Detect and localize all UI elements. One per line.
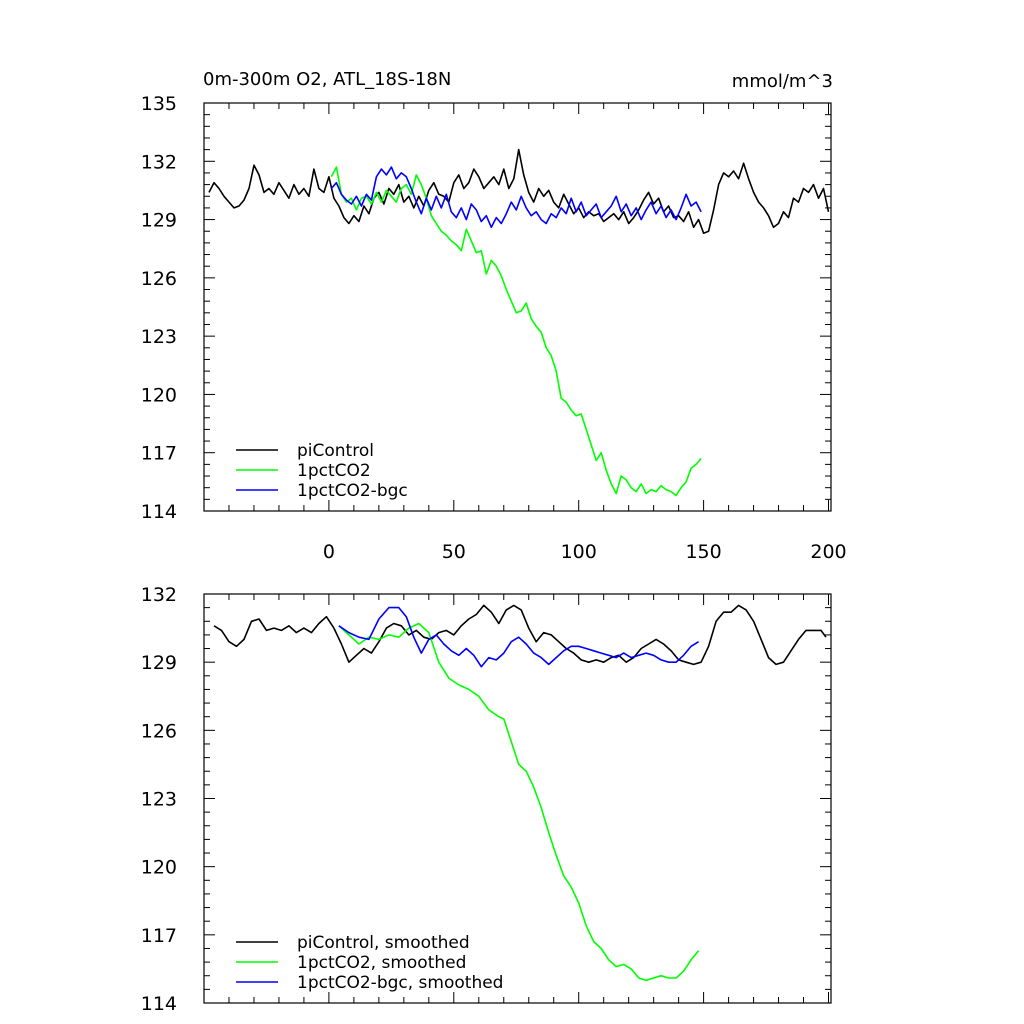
top-panel-series bbox=[208, 148, 830, 497]
top-series-picontrol bbox=[208, 148, 830, 234]
top-series-1pctco2 bbox=[330, 166, 702, 497]
top-legend-label-1pctco2-bgc: 1pctCO2-bgc bbox=[297, 481, 408, 501]
units-label: mmol/m^3 bbox=[732, 71, 833, 92]
chart-title: 0m-300m O2, ATL_18S-18N bbox=[203, 69, 451, 90]
bottom-series-1pctco2-bgc-smoothed bbox=[338, 606, 700, 668]
top-x-tick-label: 200 bbox=[810, 541, 846, 563]
top-y-tick-label: 132 bbox=[141, 151, 177, 173]
top-y-tick-label: 135 bbox=[141, 93, 177, 115]
top-x-tick-label: 0 bbox=[323, 541, 335, 563]
top-y-tick-label: 129 bbox=[141, 210, 177, 232]
bottom-y-tick-label: 117 bbox=[141, 925, 177, 947]
bottom-panel-tick-labels: 114 117 120 123 126 129 132 bbox=[141, 584, 177, 1015]
top-panel-frame bbox=[203, 102, 832, 512]
bottom-y-tick-label: 129 bbox=[141, 652, 177, 674]
top-series-1pctco2-bgc bbox=[330, 166, 702, 229]
top-legend-label-1pctco2: 1pctCO2 bbox=[297, 461, 371, 481]
top-y-tick-label: 114 bbox=[141, 501, 177, 523]
bottom-legend-label-1pctco2-bgc-smoothed: 1pctCO2-bgc, smoothed bbox=[297, 973, 503, 993]
bottom-y-tick-label: 132 bbox=[141, 584, 177, 606]
top-x-tick-label: 50 bbox=[442, 541, 466, 563]
top-x-tick-label: 150 bbox=[685, 541, 721, 563]
bottom-panel-series bbox=[213, 604, 827, 982]
bottom-panel-frame bbox=[203, 593, 832, 1004]
bottom-y-tick-label: 123 bbox=[141, 789, 177, 811]
top-y-tick-label: 120 bbox=[141, 384, 177, 406]
bottom-y-tick-label: 114 bbox=[141, 993, 177, 1015]
bottom-panel-ticks bbox=[204, 593, 831, 1004]
top-y-tick-label: 117 bbox=[141, 443, 177, 465]
bottom-y-tick-label: 126 bbox=[141, 720, 177, 742]
bottom-legend-label-1pctco2-smoothed: 1pctCO2, smoothed bbox=[297, 953, 466, 973]
top-panel: 114 117 120 123 126 129 132 135 0 50 100 150 200 piC… bbox=[141, 93, 847, 563]
top-y-tick-label: 123 bbox=[141, 326, 177, 348]
bottom-panel: 114 117 120 123 126 129 132 piControl, smoothe… bbox=[141, 584, 832, 1015]
bottom-series-picontrol-smoothed bbox=[213, 604, 827, 666]
top-y-tick-label: 126 bbox=[141, 268, 177, 290]
bottom-y-tick-label: 120 bbox=[141, 857, 177, 879]
top-x-tick-label: 100 bbox=[561, 541, 597, 563]
top-panel-tick-labels: 114 117 120 123 126 129 132 135 0 50 100 150 200 bbox=[141, 93, 847, 563]
top-legend-label-picontrol: piControl bbox=[297, 441, 374, 461]
bottom-legend-label-picontrol-smoothed: piControl, smoothed bbox=[297, 933, 470, 953]
